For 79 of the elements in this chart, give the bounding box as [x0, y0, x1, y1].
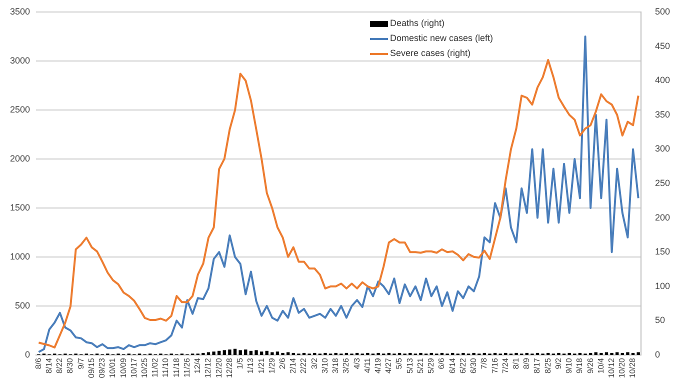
y2-tick-label: 400: [654, 75, 670, 86]
x-tick-label: 10/09: [118, 357, 128, 378]
x-tick-label: 1/13: [246, 357, 256, 374]
x-tick-label: 5/5: [394, 357, 404, 370]
x-tick-label: 10/01: [108, 357, 118, 378]
y2-tick-label: 50: [654, 315, 665, 326]
x-tick-label: 4/11: [362, 357, 372, 373]
y-tick-label: 500: [14, 300, 30, 310]
y-tick-label: 2500: [10, 104, 30, 114]
x-tick-label: 4/19: [374, 357, 383, 374]
x-tick-label: 6/6: [437, 357, 446, 370]
y-tick-label: 3000: [10, 55, 30, 66]
x-tick-label: 9/26: [586, 357, 595, 374]
x-tick-label: 10/12: [607, 357, 616, 378]
x-tick-label: 2/6: [278, 357, 287, 370]
y2-tick-label: 500: [654, 6, 670, 16]
x-tick-label: 12/28: [224, 357, 234, 378]
x-tick-label: 9/2: [554, 357, 563, 370]
y2-tick-label: 250: [654, 178, 670, 188]
x-tick-label: 12/12: [204, 357, 213, 378]
x-tick-label: 2/22: [299, 357, 308, 374]
x-tick-label: 8/22: [55, 357, 64, 374]
x-tick-label: 7/8: [480, 357, 489, 370]
x-tick-label: 1/29: [267, 357, 276, 374]
x-tick-label: 10/4: [596, 357, 606, 374]
y-tick-label: 0: [25, 349, 30, 360]
x-tick-label: 8/9: [522, 357, 532, 370]
x-tick-label: 10/17: [129, 357, 138, 378]
y-tick-label: 1000: [10, 251, 30, 262]
x-tick-label: 6/30: [469, 357, 478, 374]
x-tick-label: 12/4: [193, 357, 202, 374]
y2-tick-label: 350: [654, 109, 670, 120]
x-tick-label: 8/6: [34, 357, 43, 370]
y-tick-label: 3500: [10, 6, 30, 16]
x-tick-label: 7/24: [500, 357, 510, 374]
y2-tick-label: 100: [654, 280, 670, 291]
x-tick-label: 10/25: [140, 357, 150, 378]
x-tick-label: 10/20: [618, 357, 627, 378]
y2-tick-label: 450: [654, 40, 670, 51]
y-tick-label: 2000: [10, 153, 30, 164]
legend-label: Domestic new cases (left): [390, 32, 494, 45]
x-tick-label: 8/14: [44, 357, 54, 374]
x-tick-label: 9/10: [564, 357, 574, 374]
x-tick-label: 6/14: [448, 357, 457, 374]
x-tick-label: 9/7: [76, 357, 86, 370]
x-tick-label: 4/27: [384, 357, 394, 374]
x-tick-label: 5/29: [426, 357, 436, 374]
x-tick-label: 6/22: [458, 357, 468, 374]
x-tick-label: 10/28: [628, 357, 638, 378]
x-tick-label: 8/17: [532, 357, 542, 374]
x-tick-label: 4/3: [352, 357, 362, 370]
x-tick-label: 8/25: [543, 357, 552, 374]
x-tick-label: 3/26: [342, 357, 351, 374]
legend-label: Severe cases (right): [390, 47, 471, 60]
x-tick-label: 12/20: [214, 357, 224, 378]
x-tick-label: 09/15: [86, 357, 96, 378]
y2-tick-label: 150: [654, 246, 670, 257]
x-tick-label: 3/18: [331, 357, 340, 374]
x-tick-label: 11/10: [161, 357, 170, 378]
x-tick-label: 1/21: [256, 357, 266, 374]
x-tick-label: 3/2: [310, 357, 319, 370]
x-tick-label: 1/5: [236, 357, 245, 370]
y-tick-label: 1500: [10, 202, 30, 212]
x-tick-label: 8/30: [66, 357, 75, 374]
x-tick-label: 11/26: [182, 357, 192, 378]
x-tick-label: 8/1: [511, 357, 520, 370]
x-tick-label: 11/18: [172, 357, 181, 378]
x-tick-label: 3/10: [320, 357, 330, 374]
x-tick-label: 2/14: [288, 357, 298, 374]
y2-tick-label: 300: [654, 144, 670, 154]
x-tick-label: 09/23: [98, 357, 107, 378]
x-tick-label: 5/13: [405, 357, 414, 374]
x-tick-label: 11/02: [150, 357, 160, 378]
y2-tick-label: 200: [654, 212, 670, 222]
legend-label: Deaths (right): [390, 17, 445, 30]
x-tick-label: 7/16: [490, 357, 500, 374]
y2-tick-label: 0: [654, 349, 660, 360]
x-tick-label: 5/21: [416, 357, 425, 374]
x-tick-label: 9/18: [575, 357, 584, 374]
